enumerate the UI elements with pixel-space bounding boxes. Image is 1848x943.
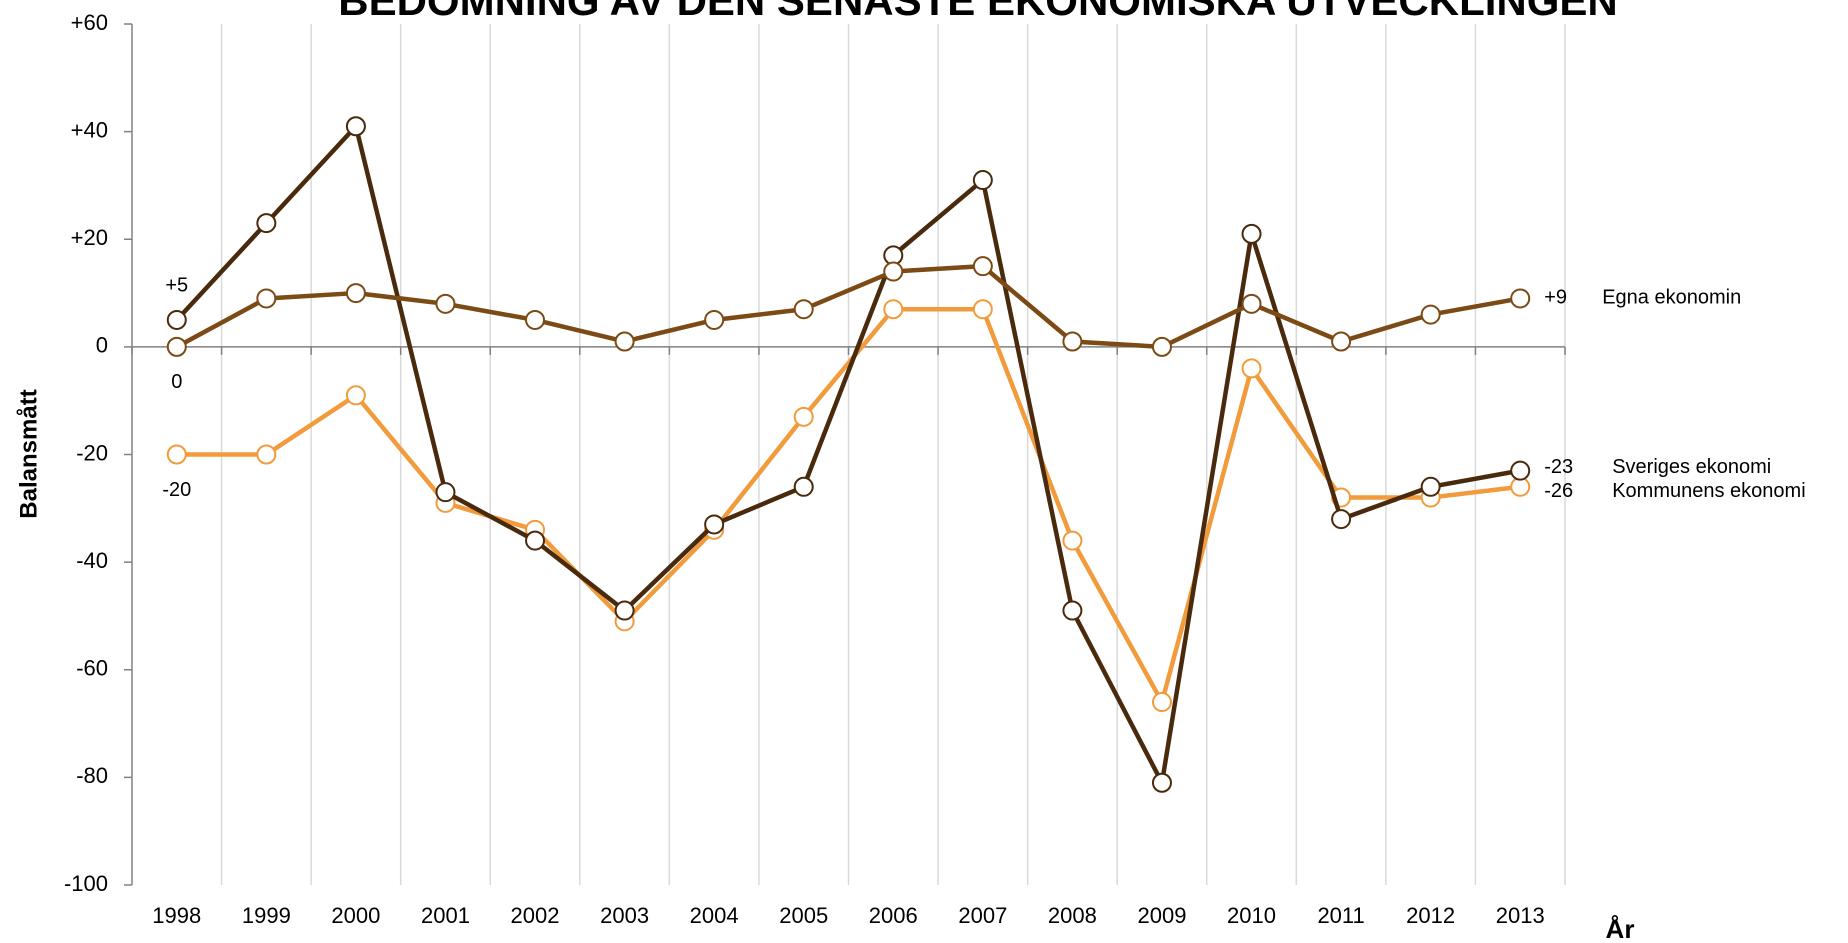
marker [883,299,904,320]
x-tick-label: 2000 [331,903,380,928]
marker [1062,600,1083,621]
y-tick-label: -40 [76,548,108,573]
legend-label: Egna ekonomin [1602,287,1741,309]
marker [614,331,635,352]
legend-label: Kommunens ekonomi [1612,480,1805,502]
marker [704,514,725,535]
marker [166,444,187,465]
y-tick-label: 0 [96,333,108,358]
marker [1241,293,1262,314]
series-line [176,306,1521,705]
marker [1420,304,1441,325]
marker [1062,530,1083,551]
marker [1420,476,1441,497]
y-tick-label: +40 [71,117,108,142]
x-tick-label: 2009 [1137,903,1186,928]
value-label: +5 [165,274,188,296]
marker [256,288,277,309]
marker [345,385,366,406]
x-tick-label: 1999 [242,903,291,928]
x-tick-label: 2008 [1048,903,1097,928]
marker [525,309,546,330]
marker [1331,331,1352,352]
x-tick-label: 2001 [421,903,470,928]
marker [614,600,635,621]
x-axis-label: År [1606,914,1635,943]
marker [1151,772,1172,793]
marker [1510,288,1531,309]
marker [972,170,993,191]
x-tick-label: 2004 [690,903,739,928]
marker [1510,460,1531,481]
marker [1241,358,1262,379]
value-label: -23 [1544,456,1573,478]
marker [166,309,187,330]
y-tick-label: -60 [76,656,108,681]
value-label: -20 [162,479,191,501]
chart-title: BEDÖMNING AV DEN SENASTE EKONOMISKA UTVE… [338,0,1618,24]
y-tick-label: +60 [71,10,108,35]
marker [972,256,993,277]
x-tick-label: 2011 [1317,903,1364,928]
marker [1241,223,1262,244]
legend-label: Sveriges ekonomi [1612,456,1771,478]
marker [435,293,456,314]
marker [345,283,366,304]
marker [435,482,456,503]
x-tick-label: 2007 [958,903,1007,928]
x-tick-label: 2006 [869,903,918,928]
y-tick-label: -80 [76,763,108,788]
x-tick-label: 1998 [152,903,201,928]
y-tick-label: -20 [76,440,108,465]
y-tick-label: -100 [64,871,108,896]
x-tick-label: 2012 [1406,903,1455,928]
marker [1062,331,1083,352]
marker [345,116,366,137]
x-tick-label: 2002 [511,903,560,928]
marker [793,299,814,320]
marker [883,261,904,282]
series-line [175,123,1521,786]
value-label: 0 [171,371,182,393]
marker [972,299,993,320]
marker [256,213,277,234]
y-tick-label: +20 [71,225,108,250]
x-tick-label: 2005 [779,903,828,928]
marker [704,309,725,330]
value-label: -26 [1544,480,1573,502]
x-tick-label: 2013 [1496,903,1545,928]
marker [166,336,187,357]
y-axis-label: Balansmått [15,389,42,518]
x-tick-label: 2003 [600,903,649,928]
value-label: +9 [1544,287,1567,309]
marker [256,444,277,465]
marker [1331,509,1352,530]
marker [1151,692,1172,713]
marker [793,476,814,497]
x-tick-label: 2010 [1227,903,1276,928]
marker [793,406,814,427]
marker [1151,336,1172,357]
marker [525,530,546,551]
series-line [175,263,1521,350]
